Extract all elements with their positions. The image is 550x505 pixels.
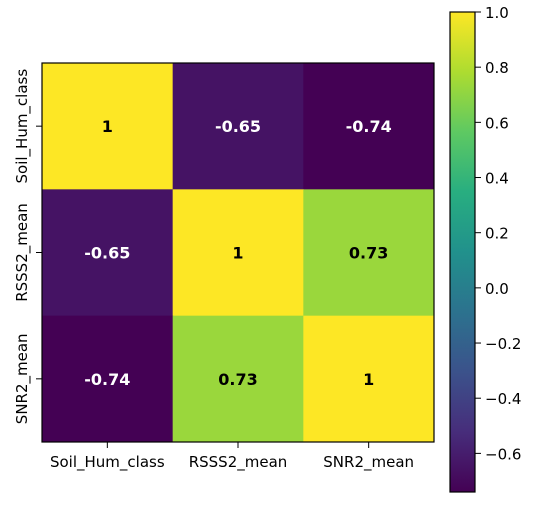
colorbar-tick-label: −0.2	[485, 335, 521, 353]
heatmap-cell	[303, 315, 435, 443]
cell-value-label: 1	[232, 244, 243, 263]
colorbar-tick-label: 0.0	[485, 280, 509, 298]
cell-value-label: -0.74	[346, 117, 392, 136]
heatmap-cell	[42, 189, 174, 317]
colorbar-axis: 1.0 0.8 0.6 0.4 0.2 0.0 −0.2 −0.4 −0.6	[475, 4, 521, 463]
x-tick-label: Soil_Hum_class	[50, 453, 165, 472]
cell-value-label: 1	[102, 117, 113, 136]
y-axis: Soil_Hum_class RSSS2_mean SNR2_mean	[13, 69, 42, 424]
heatmap-cell	[42, 63, 174, 190]
heatmap-cell	[303, 189, 435, 317]
colorbar-tick-label: −0.6	[485, 445, 521, 463]
colorbar-tick-label: 0.8	[485, 59, 509, 77]
cell-value-label: 1	[363, 370, 374, 389]
y-tick-label: RSSS2_mean	[13, 203, 32, 302]
heatmap-cell-labels: 1 -0.65 -0.74 -0.65 1 0.73 -0.74 0.73 1	[84, 117, 391, 389]
cell-value-label: 0.73	[218, 370, 257, 389]
colorbar-tick-label: 0.4	[485, 170, 509, 188]
colorbar	[449, 11, 476, 493]
y-tick-label: SNR2_mean	[13, 333, 32, 424]
colorbar-tick-label: −0.4	[485, 390, 521, 408]
heatmap-cells	[42, 63, 435, 443]
cell-value-label: -0.65	[215, 117, 261, 136]
heatmap-cell	[172, 63, 304, 190]
heatmap-cell	[303, 63, 435, 190]
colorbar-tick-label: 1.0	[485, 4, 509, 22]
cell-value-label: 0.73	[349, 244, 388, 263]
colorbar-tick-label: 0.2	[485, 225, 509, 243]
y-tick-label: Soil_Hum_class	[13, 69, 32, 184]
cell-value-label: -0.74	[84, 370, 130, 389]
colorbar-tick-label: 0.6	[485, 114, 509, 132]
x-axis: Soil_Hum_class RSSS2_mean SNR2_mean	[50, 442, 414, 472]
heatmap-cell	[172, 315, 304, 443]
x-tick-label: SNR2_mean	[323, 453, 414, 472]
cell-value-label: -0.65	[84, 244, 130, 263]
heatmap-cell	[172, 189, 304, 317]
heatmap-cell	[42, 315, 174, 443]
x-tick-label: RSSS2_mean	[189, 453, 288, 472]
